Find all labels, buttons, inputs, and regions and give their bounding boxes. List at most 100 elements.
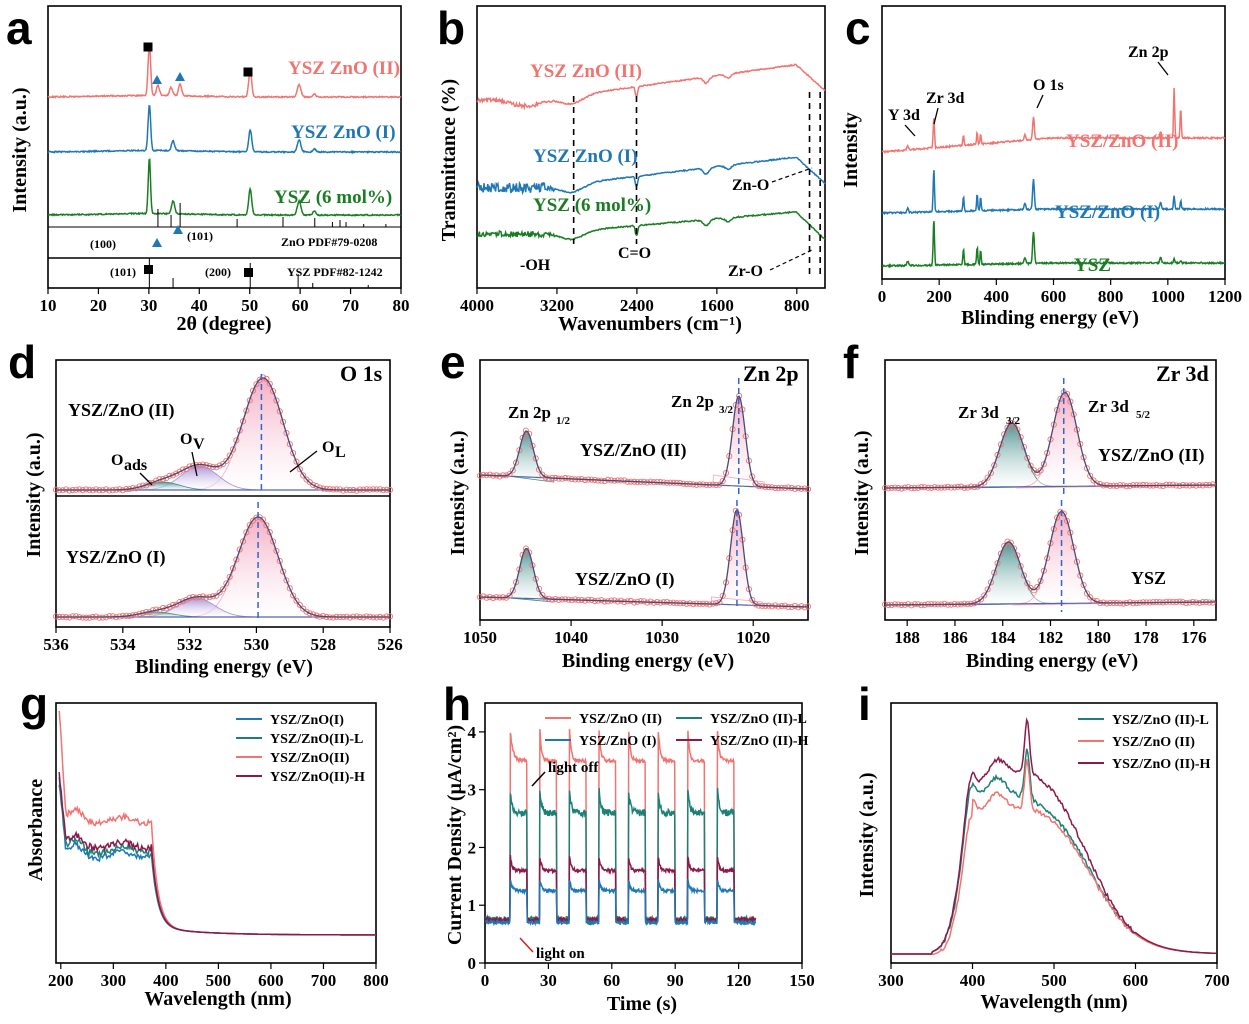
- panel-d-data-point: [216, 589, 223, 596]
- component-label: L: [335, 444, 346, 461]
- panel-f-data-point: [1090, 597, 1097, 604]
- arrow: [933, 107, 939, 125]
- panel-g-ylabel: Absorbance: [25, 779, 47, 881]
- panel-d-data-point: [286, 585, 293, 592]
- panel-e-series-label: YSZ/ZnO (I): [575, 569, 675, 590]
- panel-c-curve-0: [881, 87, 1226, 155]
- panel-f-xtick-label: 178: [1133, 628, 1159, 647]
- panel-f-data-point: [1014, 426, 1021, 433]
- panel-b-curve-2: [476, 210, 826, 241]
- panel-d-data-point: [273, 397, 280, 404]
- panel-f-envelope: [885, 391, 1215, 489]
- panel-d-data-point: [363, 486, 370, 493]
- panel-i-axes: [890, 702, 1218, 969]
- arrow: [1157, 61, 1169, 76]
- panel-f-data-point: [1166, 598, 1173, 605]
- panel-e-axes: [479, 359, 809, 626]
- panel-i-xtick-label: 500: [1041, 971, 1067, 990]
- panel-f-xlabel: Binding energy (eV): [966, 650, 1138, 672]
- panel-d-envelope: [56, 516, 390, 618]
- zno-peak-marker: [173, 225, 183, 234]
- panel-b-xtick-label: 800: [784, 296, 810, 315]
- panel-f-data-point: [1017, 563, 1024, 570]
- panel-a-xtick-label: 20: [90, 296, 107, 315]
- panel-e-xtick-label: 1050: [463, 628, 497, 647]
- panel-d-xtick-label: 530: [244, 635, 270, 654]
- peak-label: 3/2: [719, 404, 734, 416]
- legend-entry: YSZ/ZnO(I): [270, 713, 344, 728]
- panel-d-data-point: [296, 601, 303, 608]
- panel-c-xtick-label: 800: [1098, 287, 1124, 306]
- ysz-peak-marker: [144, 265, 153, 274]
- panel-f-data-point: [1176, 598, 1183, 605]
- panel-a-xtick-label: 70: [342, 296, 359, 315]
- panel-d-data-point: [250, 517, 257, 524]
- panel-g-curve-0: [58, 784, 376, 936]
- panel-e-data-point: [719, 592, 726, 599]
- panel-d-data-point: [340, 487, 347, 494]
- ysz-peak-marker: [244, 268, 253, 277]
- panel-f-data-point: [1054, 514, 1061, 521]
- panel-d-letter: d: [8, 336, 36, 388]
- panel-f-data-point: [1083, 465, 1090, 472]
- peak-label: 1/2: [556, 415, 571, 427]
- panel-d-xtick-label: 532: [177, 635, 203, 654]
- panel-f-data-point: [1169, 481, 1177, 488]
- panel-h-ytick-label: 4: [468, 723, 477, 742]
- panel-f-data-point: [994, 560, 1001, 567]
- panel-e-xtick-label: 1020: [736, 628, 770, 647]
- panel-e-data-point: [509, 467, 516, 474]
- panel-h-legend: [545, 717, 571, 741]
- panel-d-data-point: [223, 580, 230, 587]
- panel-f-xtick-label: 180: [1086, 628, 1112, 647]
- panel-f-xtick-label: 176: [1181, 628, 1207, 647]
- panel-e-data-point: [539, 591, 546, 598]
- component-label: O: [180, 431, 192, 448]
- panel-e-envelope: [480, 395, 808, 490]
- panel-e-xlabel: Binding energy (eV): [562, 650, 734, 672]
- hkl-label: (100): [90, 237, 116, 251]
- panel-a-xtick-label: 40: [191, 296, 208, 315]
- panel-d-data-point: [226, 573, 233, 580]
- panel-b-series-label: YSZ ZnO (II): [530, 61, 642, 82]
- panel-d-data-point: [270, 538, 277, 545]
- panel-f-series-label: YSZ: [1131, 568, 1166, 588]
- panel-h-ytick-label: 0: [468, 954, 477, 973]
- panel-f-data-point: [1004, 424, 1011, 431]
- panel-d-data-point: [243, 529, 250, 536]
- panel-b-ylabel: Transmittance (%): [438, 79, 460, 241]
- panel-g-xtick-label: 500: [206, 971, 232, 990]
- panel-d-data-point: [233, 437, 240, 444]
- panel-f-data-point: [984, 586, 991, 593]
- panel-f-data-point: [1011, 421, 1018, 428]
- panel-h-ytick-label: 3: [468, 781, 477, 800]
- panel-h-ylabel: Current Density (μA/cm²): [444, 725, 466, 945]
- panel-c-series-label: YSZ: [1074, 255, 1111, 276]
- panel-d-data-point: [266, 529, 273, 536]
- panel-f-data-point: [997, 550, 1004, 557]
- panel-f-xtick-label: 184: [990, 628, 1016, 647]
- panel-i-curve-1: [891, 759, 1217, 956]
- panel-a-xtick-label: 80: [393, 296, 410, 315]
- panel-f-data-point: [1093, 480, 1100, 487]
- panel-a-curve-2: [47, 158, 402, 217]
- panel-d-data-point: [229, 446, 237, 453]
- panel-a-curve-1: [47, 105, 402, 155]
- panel-d-data-point: [179, 598, 186, 605]
- panel-f-data-point: [1024, 580, 1031, 587]
- panel-d-data-point: [283, 429, 290, 437]
- panel-g-xtick-label: 700: [311, 971, 337, 990]
- panel-d-data-point: [219, 461, 227, 468]
- panel-e-data-point: [522, 427, 529, 434]
- panel-f-data-point: [1044, 449, 1051, 456]
- panel-e-data-point: [506, 592, 513, 599]
- panel-d-data-point: [370, 486, 377, 493]
- panel-d-data-point: [260, 516, 267, 523]
- hkl-label: (200): [205, 265, 231, 279]
- panel-b-curve-0: [476, 63, 826, 111]
- panel-e-data-point: [480, 593, 487, 600]
- panel-e-data-point: [719, 477, 726, 485]
- panel-h-curve-3: [484, 878, 757, 927]
- panel-f-data-point: [958, 483, 965, 490]
